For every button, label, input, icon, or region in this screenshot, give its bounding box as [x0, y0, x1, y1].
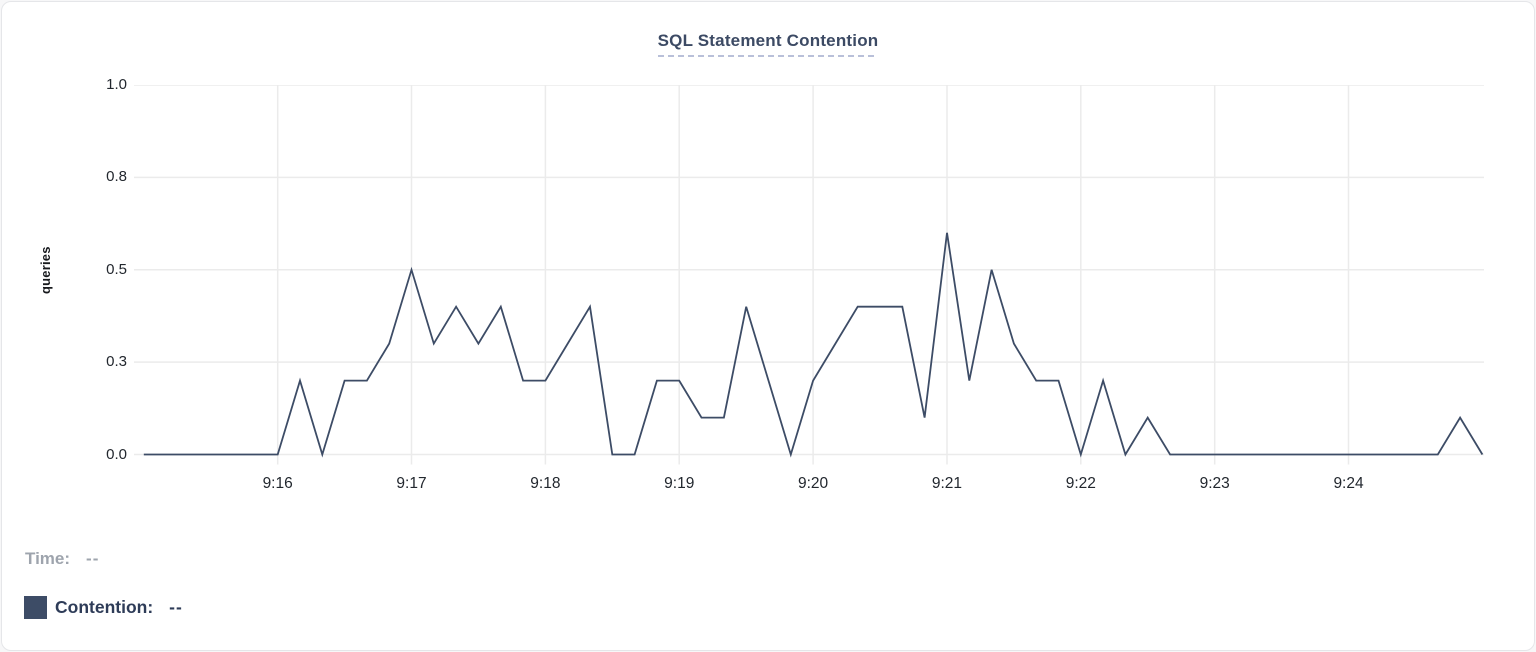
y-axis-tick-label: 0.5 [106, 260, 127, 278]
contention-line-chart [134, 84, 1484, 465]
x-axis-tick-label: 9:22 [1065, 475, 1096, 492]
chart-title[interactable]: SQL Statement Contention [657, 31, 879, 57]
y-axis-tick-label: 0.0 [106, 445, 127, 463]
x-axis-tick-label: 9:23 [1199, 475, 1230, 492]
chart-plot-area[interactable] [134, 84, 1484, 465]
x-axis-tick-label: 9:18 [530, 475, 561, 492]
y-axis-tick-label: 0.3 [106, 353, 127, 371]
legend-contention-label: Contention: [55, 596, 154, 617]
y-axis-tick-label: 0.8 [106, 168, 127, 186]
x-axis-tick-label: 9:20 [798, 475, 829, 492]
x-axis-tick-label: 9:21 [931, 475, 963, 492]
x-axis-tick-label: 9:19 [664, 475, 695, 492]
legend-time-row: Time: -- [25, 548, 99, 570]
contention-series-swatch-icon [24, 595, 47, 619]
x-axis-tick-label: 9:16 [262, 475, 293, 492]
chart-header: SQL Statement Contention [2, 31, 1534, 57]
y-axis-label: queries [38, 246, 53, 294]
x-axis-tick-label: 9:24 [1333, 475, 1364, 492]
legend-contention-row: Contention: -- [24, 594, 183, 620]
x-axis-tick-label: 9:17 [396, 475, 427, 492]
legend-contention-value: -- [169, 596, 183, 617]
legend-time-value: -- [86, 549, 100, 568]
y-axis-tick-label: 1.0 [106, 76, 127, 93]
legend-time-label: Time: [25, 549, 71, 568]
